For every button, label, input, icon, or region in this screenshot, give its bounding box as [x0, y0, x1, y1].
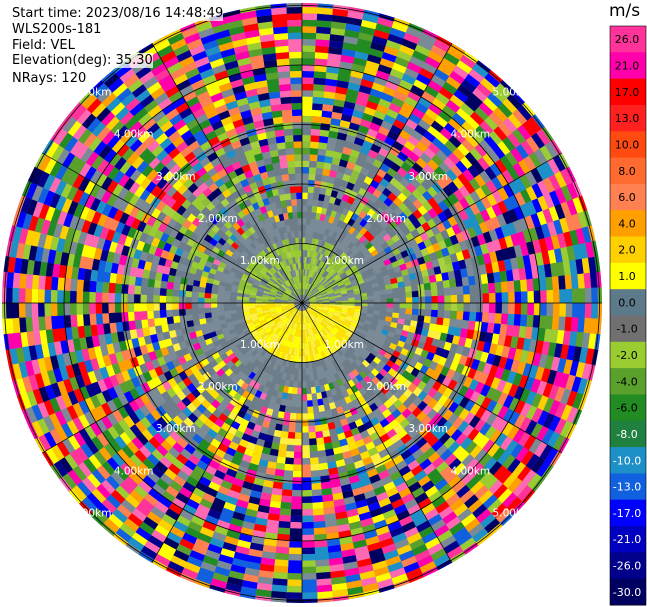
- gate-group: [2, 4, 592, 602]
- colorbar-swatch: [610, 499, 646, 527]
- colorbar-swatch: [610, 420, 646, 448]
- colorbar-swatch: [610, 210, 646, 237]
- range-ring-label: 4.00km: [450, 465, 490, 477]
- range-ring-label: 2.00km: [198, 213, 238, 225]
- colorbar-tick-label: -17.0: [613, 507, 641, 520]
- azimuth-line: [42, 152, 303, 304]
- range-ring-label: 2.00km: [366, 381, 406, 393]
- nrays-label: NRays: 120: [12, 71, 87, 86]
- range-ring-label: 4.00km: [114, 129, 154, 141]
- colorbar-tick-label: 0.0: [618, 296, 636, 309]
- colorbar-swatch: [610, 447, 646, 474]
- colorbar-tick-label: 4.0: [618, 217, 636, 230]
- range-ring-label: 2.00km: [198, 381, 238, 393]
- range-ring-label: 5.00km: [72, 507, 112, 519]
- azimuth-line: [42, 302, 303, 454]
- colorbar-tick-label: -13.0: [613, 481, 641, 494]
- colorbar-tick-label: -30.0: [613, 586, 641, 599]
- colorbar-tick-label: 10.0: [615, 138, 640, 151]
- instrument-label: WLS200s-181: [12, 22, 102, 37]
- colorbar-swatch: [610, 473, 646, 501]
- colorbar-swatch: [610, 262, 646, 290]
- range-ring-label: 5.00km: [493, 87, 533, 99]
- colorbar-tick-label: -6.0: [616, 402, 637, 415]
- gate-group: [3, 3, 582, 589]
- range-ring-label: 1.00km: [324, 255, 364, 267]
- colorbar-tick-label: 8.0: [618, 165, 636, 178]
- colorbar-title: m/s: [609, 1, 641, 21]
- range-ring-label: 4.00km: [114, 465, 154, 477]
- colorbar-swatch: [610, 157, 646, 185]
- range-ring-label: 3.00km: [156, 423, 196, 435]
- colorbar-tick-label: 2.0: [618, 244, 636, 257]
- range-ring-label: 5.00km: [493, 507, 533, 519]
- field-label: Field: VEL: [12, 38, 75, 53]
- colorbar-tick-label: -2.0: [616, 349, 637, 362]
- colorbar: 26.0 21.0 17.0 13.0 10.0 8.0 6.0 4.0 2.0 1.0 0.0 -1…: [609, 25, 647, 606]
- ray-lines: [2, 3, 602, 603]
- colorbar-tick-label: 6.0: [618, 191, 636, 204]
- colorbar-swatch: [610, 578, 646, 606]
- colorbar-swatch: [610, 236, 646, 264]
- gate-group: [145, 303, 453, 466]
- ppi-plot: 1.00km 1.00km 1.00km 1.00km 2.00km 2.00km 2.00…: [2, 3, 603, 603]
- colorbar-tick-label: -1.0: [616, 323, 637, 336]
- colorbar-tick-label: 13.0: [615, 112, 640, 125]
- colorbar-tick-label: 21.0: [615, 60, 640, 73]
- colorbar-tick-label: 17.0: [615, 86, 640, 99]
- colorbar-tick-label: 26.0: [615, 33, 640, 46]
- range-ring-label: 4.00km: [450, 129, 490, 141]
- range-ring-label: 3.00km: [408, 423, 448, 435]
- colorbar-tick-label: -8.0: [616, 428, 637, 441]
- colorbar-border: [609, 25, 647, 606]
- azimuth-line: [151, 302, 303, 563]
- colorbar-swatch: [610, 341, 646, 369]
- colorbar-swatch: [610, 526, 646, 553]
- azimuth-line: [301, 43, 453, 304]
- range-ring-label: 3.00km: [408, 171, 448, 183]
- azimuth-line: [301, 152, 562, 304]
- azimuth-line: [301, 302, 453, 563]
- colorbar-swatch: [610, 183, 646, 211]
- colorbar-swatch: [610, 394, 646, 422]
- colorbar-tick-label: -4.0: [616, 375, 637, 388]
- gate-group: [123, 122, 483, 482]
- azimuth-line: [301, 302, 562, 454]
- azimuth-line: [151, 43, 303, 304]
- gate-group: [5, 8, 595, 584]
- gate-group: [128, 140, 458, 312]
- range-ring-labels: 1.00km 1.00km 1.00km 1.00km 2.00km 2.00km 2.00…: [72, 87, 533, 520]
- colorbar-tick-label: 1.0: [618, 270, 636, 283]
- range-ring-label: 1.00km: [324, 339, 364, 351]
- colorbar-tick-label: -21.0: [613, 533, 641, 546]
- colorbar-swatch: [610, 78, 646, 106]
- start-time-label: Start time: 2023/08/16 14:48:49: [12, 6, 224, 21]
- colorbar-swatch: [610, 552, 646, 580]
- range-ring-label: 3.00km: [156, 171, 196, 183]
- colorbar-tick-label: -26.0: [613, 560, 641, 573]
- range-ring-label: 5.00km: [72, 87, 112, 99]
- range-ring-label: 2.00km: [366, 213, 406, 225]
- colorbar-tick-label: -10.0: [613, 454, 641, 467]
- colorbar-swatch: [610, 368, 646, 395]
- range-ring-label: 1.00km: [240, 339, 280, 351]
- range-ring-label: 1.00km: [240, 255, 280, 267]
- colorbar-swatch: [610, 105, 646, 132]
- colorbar-swatch: [610, 131, 646, 159]
- colorbar-swatch: [610, 52, 646, 80]
- elevation-label: Elevation(deg): 35.30: [12, 53, 153, 68]
- colorbar-swatch: [610, 289, 646, 316]
- colorbar-swatch: [610, 26, 646, 53]
- colorbar-swatch: [610, 315, 646, 343]
